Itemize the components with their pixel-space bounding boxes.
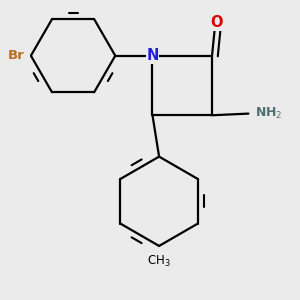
Text: NH$_2$: NH$_2$ <box>255 106 282 121</box>
Text: Br: Br <box>8 49 24 62</box>
Text: O: O <box>211 15 223 30</box>
Text: CH$_3$: CH$_3$ <box>147 254 171 269</box>
Text: N: N <box>146 48 159 63</box>
